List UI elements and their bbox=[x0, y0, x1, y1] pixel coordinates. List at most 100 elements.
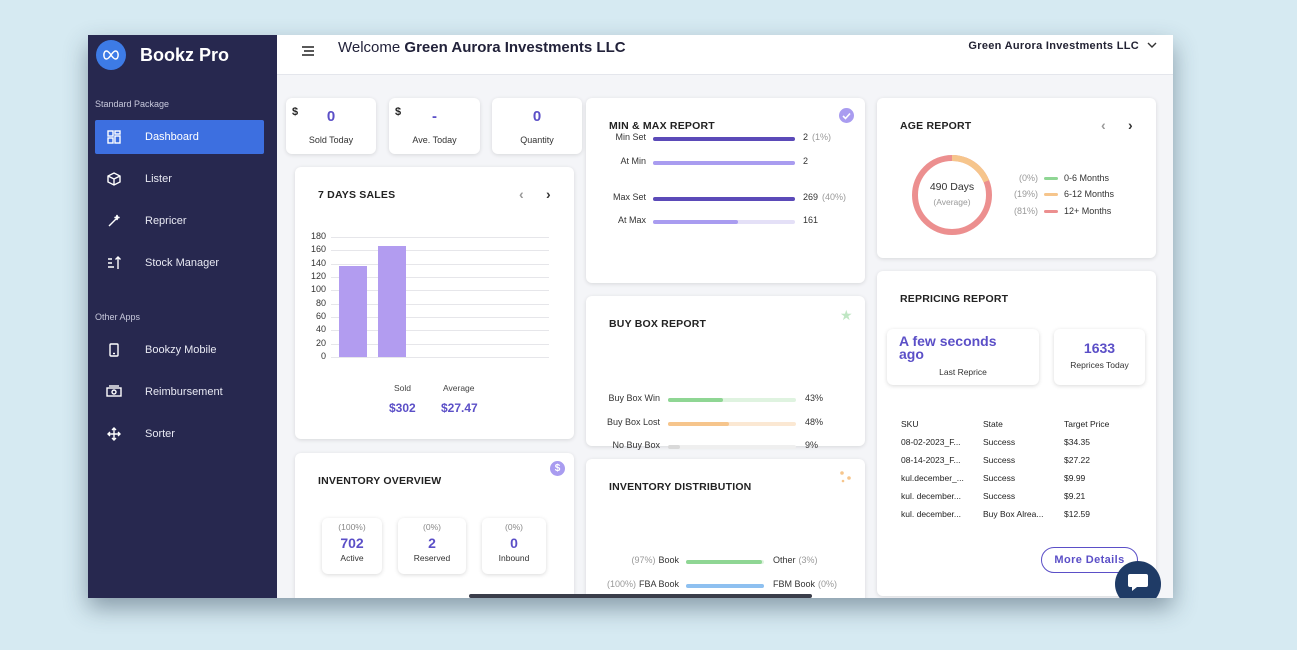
chat-button[interactable] bbox=[1115, 561, 1161, 598]
sidebar-item-label: Stock Manager bbox=[145, 257, 219, 269]
buybox-row-label: Buy Box Win bbox=[608, 393, 660, 403]
chevron-right-icon[interactable]: › bbox=[1128, 117, 1133, 133]
minmax-row-bar bbox=[653, 220, 795, 224]
inventory-active: (100%) 702 Active bbox=[322, 518, 382, 574]
col-state: State bbox=[983, 419, 1003, 429]
dashboard-icon bbox=[105, 128, 123, 146]
table-cell: 08-14-2023_F... bbox=[901, 455, 961, 465]
star-icon: ★ bbox=[840, 307, 853, 323]
buybox-row-label: No Buy Box bbox=[612, 440, 660, 450]
check-badge-icon bbox=[839, 108, 854, 123]
sidebar-item-stock-manager[interactable]: Stock Manager bbox=[95, 246, 264, 280]
y-tick-label: 100 bbox=[310, 284, 326, 295]
y-tick-label: 60 bbox=[315, 311, 326, 321]
gridline bbox=[331, 343, 549, 345]
inventory-inbound: (0%) 0 Inbound bbox=[482, 518, 546, 574]
buybox-row-bar bbox=[668, 398, 796, 402]
age-legend-0-6: (0%) 0-6 Months bbox=[1018, 173, 1110, 183]
table-cell: $27.22 bbox=[1064, 455, 1090, 465]
sidebar-item-bookzy-mobile[interactable]: Bookzy Mobile bbox=[95, 333, 264, 367]
y-tick-label: 160 bbox=[310, 244, 326, 255]
logo[interactable]: Bookz Pro bbox=[96, 39, 229, 71]
average-label: Average bbox=[443, 383, 475, 393]
chevron-left-icon[interactable]: ‹ bbox=[1101, 117, 1106, 133]
y-tick-label: 180 bbox=[310, 231, 326, 241]
sidebar-item-sorter[interactable]: Sorter bbox=[95, 417, 264, 451]
buybox-row-value: 43% bbox=[805, 393, 824, 403]
minmax-row-fill bbox=[653, 197, 795, 201]
col-sku: SKU bbox=[901, 419, 919, 429]
table-cell: Success bbox=[983, 491, 1016, 501]
gridline bbox=[331, 263, 549, 265]
sidebar-item-lister[interactable]: Lister bbox=[95, 162, 264, 196]
horizontal-scrollbar[interactable] bbox=[469, 594, 812, 598]
sidebar-item-label: Dashboard bbox=[145, 131, 199, 143]
reprices-today-label: Reprices Today bbox=[1070, 360, 1129, 370]
chevron-right-icon[interactable]: › bbox=[546, 186, 551, 202]
stat-value: 0 bbox=[532, 108, 542, 125]
table-cell: $9.99 bbox=[1064, 473, 1086, 483]
card-title: AGE REPORT bbox=[900, 120, 972, 132]
cube-icon bbox=[105, 170, 123, 188]
sold-label: Sold bbox=[394, 383, 412, 393]
gridline bbox=[331, 303, 549, 305]
average-value: $27.47 bbox=[441, 401, 478, 415]
table-row[interactable]: kul. december... Buy Box Alrea... $12.59 bbox=[877, 509, 1156, 523]
account-dropdown[interactable]: Green Aurora Investments LLC bbox=[968, 40, 1157, 52]
stat-label: Sold Today bbox=[308, 135, 354, 145]
sidebar-item-reimbursement[interactable]: Reimbursement bbox=[95, 375, 264, 409]
gridline bbox=[331, 357, 549, 358]
table-row[interactable]: kul.december_... Success $9.99 bbox=[877, 473, 1156, 487]
table-row[interactable]: 08-14-2023_F... Success $27.22 bbox=[877, 455, 1156, 469]
minmax-row-fill bbox=[653, 137, 795, 141]
card-title: INVENTORY DISTRIBUTION bbox=[609, 481, 752, 493]
chevron-left-icon[interactable]: ‹ bbox=[519, 186, 524, 202]
welcome-heading: Welcome Green Aurora Investments LLC bbox=[338, 39, 626, 56]
card-title: REPRICING REPORT bbox=[900, 293, 1009, 305]
last-reprice-value: A few seconds ago bbox=[899, 333, 997, 362]
inventory-distribution-card: INVENTORY DISTRIBUTION (97%) Book Other (3%… bbox=[586, 459, 865, 598]
app-window: Bookz Pro Standard Package Dashboard Lis… bbox=[88, 35, 1173, 598]
currency-symbol: $ bbox=[395, 106, 402, 118]
minmax-row-value: 2 (1%) bbox=[803, 132, 832, 142]
gridline bbox=[331, 330, 549, 332]
table-row[interactable]: 08-02-2023_F... Success $34.35 bbox=[877, 437, 1156, 451]
sort-up-icon bbox=[105, 254, 123, 272]
minmax-row-label: Min Set bbox=[615, 132, 646, 142]
chevron-down-icon bbox=[1147, 40, 1157, 52]
table-row[interactable]: kul. december... Success $9.21 bbox=[877, 491, 1156, 505]
age-average-value: 490 Days bbox=[929, 181, 975, 193]
card-title: 7 DAYS SALES bbox=[318, 189, 396, 201]
buybox-row-bar bbox=[668, 422, 796, 426]
mobile-icon bbox=[105, 341, 123, 359]
card-title: MIN & MAX REPORT bbox=[609, 120, 715, 132]
distribution-row-bar bbox=[686, 584, 764, 588]
table-cell: kul. december... bbox=[901, 509, 962, 519]
table-cell: Success bbox=[983, 437, 1016, 447]
stat-value: 0 bbox=[326, 108, 336, 125]
minmax-row-value: 269 (40%) bbox=[803, 192, 847, 202]
buybox-row-bar bbox=[668, 445, 796, 449]
buybox-row-value: 9% bbox=[805, 440, 819, 450]
minmax-row-label: Max Set bbox=[612, 192, 646, 202]
sidebar-item-repricer[interactable]: Repricer bbox=[95, 204, 264, 238]
stat-quantity: 0 Quantity bbox=[492, 98, 582, 154]
section-standard-label: Standard Package bbox=[95, 99, 170, 109]
sidebar-item-dashboard[interactable]: Dashboard bbox=[95, 120, 264, 154]
y-tick-label: 80 bbox=[315, 297, 326, 308]
stat-value: - bbox=[432, 108, 437, 125]
age-legend-12-plus: (81%) 12+ Months bbox=[1013, 206, 1112, 216]
sidebar-item-label: Bookzy Mobile bbox=[145, 344, 217, 356]
buybox-row-fill bbox=[668, 398, 724, 402]
menu-icon[interactable] bbox=[300, 43, 316, 59]
table-cell: Buy Box Alrea... bbox=[983, 509, 1044, 519]
sparkle-icon bbox=[838, 469, 854, 485]
inventory-overview-card: INVENTORY OVERVIEW $ (100%) 702 Active (0%… bbox=[295, 453, 574, 598]
magic-wand-icon bbox=[105, 212, 123, 230]
col-target-price: Target Price bbox=[1064, 419, 1110, 429]
minmax-row-fill bbox=[653, 161, 795, 165]
table-cell: $12.59 bbox=[1064, 509, 1090, 519]
minmax-row-label: At Min bbox=[620, 156, 646, 166]
buybox-row-label: Buy Box Lost bbox=[606, 417, 660, 427]
buybox-row-value: 48% bbox=[805, 417, 824, 427]
